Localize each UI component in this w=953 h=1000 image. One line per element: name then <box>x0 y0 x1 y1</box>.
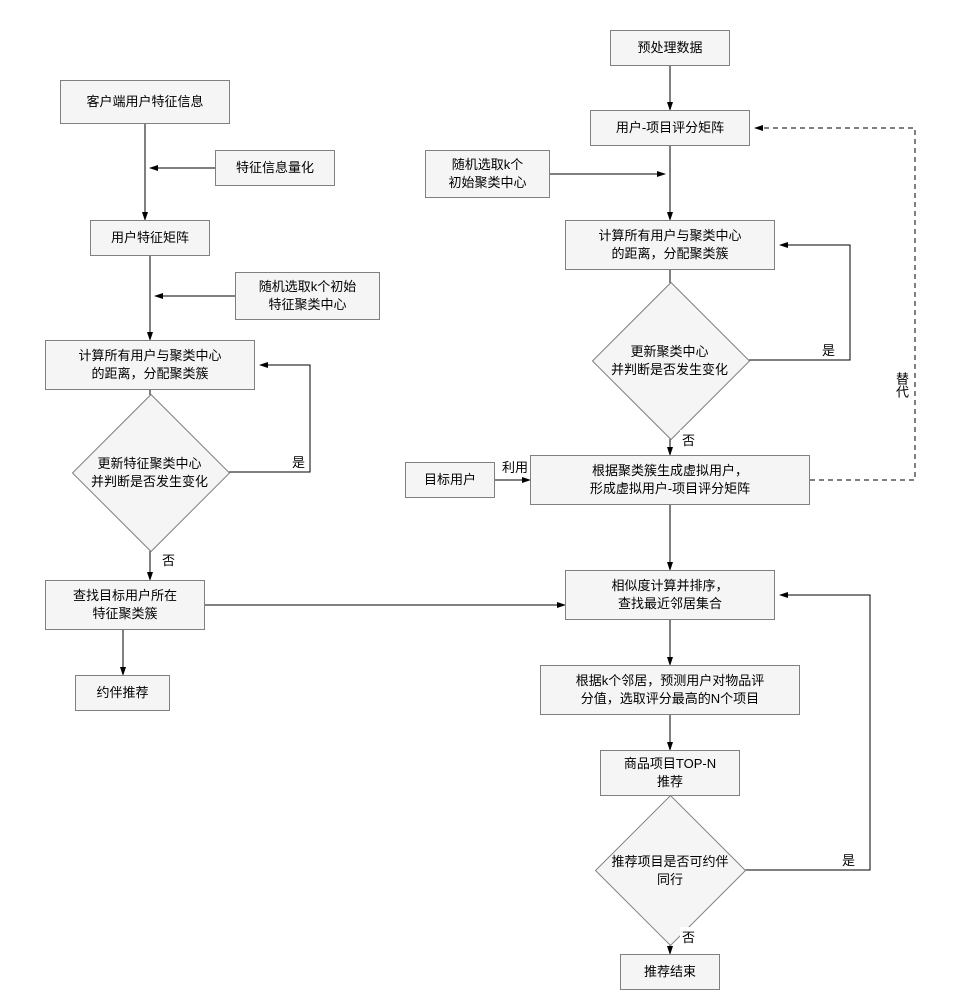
decision-update-feature-center <box>72 394 230 552</box>
decision-companion-available <box>595 795 746 946</box>
node-topn-recommend: 商品项目TOP-N 推荐 <box>600 750 740 796</box>
label-no-right1: 否 <box>680 430 697 449</box>
node-client-feature-info: 客户端用户特征信息 <box>60 80 230 124</box>
label-yes-right1: 是 <box>820 340 837 359</box>
node-predict-topn: 根据k个邻居，预测用户对物品评 分值，选取评分最高的N个项目 <box>540 665 800 715</box>
node-companion-recommend: 约伴推荐 <box>75 675 170 711</box>
node-recommend-end: 推荐结束 <box>620 954 720 990</box>
label-use: 利用 <box>500 457 530 476</box>
node-find-target-cluster: 查找目标用户所在 特征聚类簇 <box>45 580 205 630</box>
label-no-left: 否 <box>160 550 177 569</box>
node-preprocess: 预处理数据 <box>610 30 730 66</box>
label-yes-right2: 是 <box>840 850 857 869</box>
node-target-user: 目标用户 <box>405 462 495 498</box>
node-user-item-matrix: 用户-项目评分矩阵 <box>590 110 750 146</box>
flowchart-canvas: 客户端用户特征信息 特征信息量化 用户特征矩阵 随机选取k个初始 特征聚类中心 … <box>10 10 943 990</box>
node-random-k-feature-centers: 随机选取k个初始 特征聚类中心 <box>235 272 380 320</box>
node-virtual-user-matrix: 根据聚类簇生成虚拟用户， 形成虚拟用户-项目评分矩阵 <box>530 455 810 505</box>
label-replace: 替代 <box>890 372 913 398</box>
node-quantify-feature: 特征信息量化 <box>215 150 335 186</box>
node-user-feature-matrix: 用户特征矩阵 <box>90 220 210 256</box>
decision-update-center <box>592 282 750 440</box>
node-calc-dist-assign-left: 计算所有用户与聚类中心 的距离，分配聚类簇 <box>45 340 255 390</box>
node-random-k-centers: 随机选取k个 初始聚类中心 <box>425 150 550 198</box>
label-yes-left: 是 <box>290 452 307 471</box>
node-calc-dist-assign-right: 计算所有用户与聚类中心 的距离，分配聚类簇 <box>565 220 775 270</box>
node-similarity-neighbors: 相似度计算并排序， 查找最近邻居集合 <box>565 570 775 620</box>
label-no-right2: 否 <box>680 927 697 946</box>
